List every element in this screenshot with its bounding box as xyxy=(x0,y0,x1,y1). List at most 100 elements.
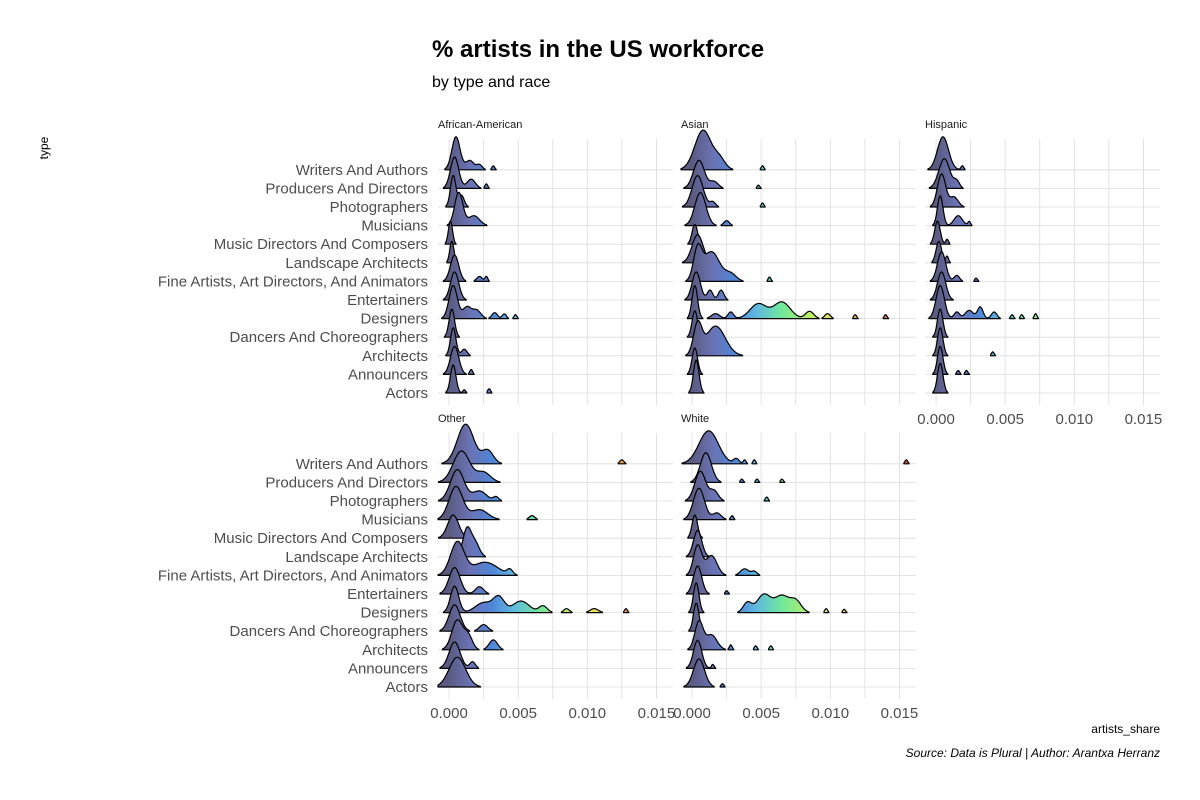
ridge-musicians xyxy=(683,487,736,521)
ridge-fine-artists-art-directors-and-animators xyxy=(437,540,518,576)
y-tick-label: Writers And Authors xyxy=(296,162,428,179)
x-tick-label: 0.015 xyxy=(1125,411,1163,428)
ridge-producers-and-directors xyxy=(683,159,762,189)
ridge-fine-artists-art-directors-and-animators xyxy=(685,544,761,576)
y-tick-label: Photographers xyxy=(330,493,428,510)
panel-asian: Asian xyxy=(680,119,916,405)
ridge-actors xyxy=(445,364,493,394)
y-tick-label: Landscape Architects xyxy=(285,549,428,566)
y-tick-label: Dancers And Choreographers xyxy=(230,623,428,640)
ridges xyxy=(927,136,1040,394)
panel-hispanic: Hispanic 0.000 0.005 0.010 0.015 xyxy=(917,119,1162,428)
ridge-actors xyxy=(437,656,482,688)
ridge-architects xyxy=(685,319,744,357)
facet-label: African-American xyxy=(438,119,522,131)
facet-panels: African-AmericanActorsAnnouncersArchitec… xyxy=(158,119,1162,722)
y-tick-label: Producers And Directors xyxy=(265,180,428,197)
y-tick-label: Architects xyxy=(362,642,428,659)
y-tick-label: Announcers xyxy=(348,366,428,383)
x-tick-label: 0.010 xyxy=(812,705,850,722)
ridge-architects xyxy=(687,619,775,651)
ridge-musicians xyxy=(437,485,538,521)
y-tick-label: Producers And Directors xyxy=(265,474,428,491)
ridge-musicians xyxy=(684,192,733,227)
ridge-writers-and-authors xyxy=(680,129,766,171)
x-axis-title: artists_share xyxy=(1091,722,1160,736)
ridge-designers xyxy=(688,582,848,614)
y-tick-label: Announcers xyxy=(348,660,428,677)
panel-african-american: African-American Actors AnnouncersArchitec… xyxy=(158,119,673,405)
y-tick-label: Actors xyxy=(385,679,428,696)
y-tick-label: Architects xyxy=(362,348,428,365)
ridges xyxy=(437,423,630,688)
ridge-photographers xyxy=(445,174,469,208)
ridge-landscape-architects xyxy=(685,529,710,558)
ridge-designers xyxy=(441,285,519,320)
ridge-photographers xyxy=(684,470,771,502)
x-tick-label: 0.005 xyxy=(499,705,537,722)
y-tick-label: Landscape Architects xyxy=(285,255,428,272)
ridge-entertainers xyxy=(439,567,490,595)
ridge-fine-artists-art-directors-and-animators xyxy=(685,243,774,282)
chart-subtitle: by type and race xyxy=(432,74,550,91)
chart-title: % artists in the US workforce xyxy=(432,36,764,63)
ridge-dancers-and-choreographers xyxy=(443,308,461,338)
ridges xyxy=(681,430,910,688)
y-tick-label: Designers xyxy=(360,311,428,328)
ridge-producers-and-directors xyxy=(928,158,964,189)
y-tick-label: Writers And Authors xyxy=(296,456,428,473)
ridge-architects xyxy=(445,327,471,357)
facet-label: Hispanic xyxy=(925,119,968,131)
ridge-announcers xyxy=(442,345,475,375)
ridge-dancers-and-choreographers xyxy=(439,604,494,632)
x-tick-label: 0.000 xyxy=(673,705,711,722)
ridge-musicians xyxy=(446,191,488,227)
x-tick-label: 0.000 xyxy=(917,411,955,428)
ridge-musicians xyxy=(932,195,973,227)
ridge-announcers xyxy=(685,639,717,669)
facet-label: White xyxy=(681,413,709,425)
gridlines xyxy=(925,139,1160,405)
ridge-entertainers xyxy=(929,271,954,301)
y-tick-label: Musicians xyxy=(361,218,428,235)
y-tick-label: Dancers And Choreographers xyxy=(230,329,428,346)
y-tick-label: Musicians xyxy=(361,512,428,529)
y-tick-label: Music Directors And Composers xyxy=(214,530,428,547)
x-tick-label: 0.015 xyxy=(881,705,919,722)
y-tick-label: Actors xyxy=(385,385,428,402)
ridges xyxy=(441,136,519,394)
ridge-writers-and-authors xyxy=(441,423,627,465)
ridge-actors xyxy=(932,362,949,394)
facet-label: Asian xyxy=(681,119,709,131)
ridge-entertainers xyxy=(442,271,467,301)
ridge-designers xyxy=(442,585,630,614)
ridge-music-directors-and-composers xyxy=(444,220,457,245)
x-tick-label: 0.000 xyxy=(430,705,468,722)
x-tick-label: 0.005 xyxy=(742,705,780,722)
ridge-music-directors-and-composers xyxy=(929,220,951,245)
y-tick-label: Music Directors And Composers xyxy=(214,236,428,253)
ridge-announcers xyxy=(439,641,480,669)
ridge-producers-and-directors xyxy=(690,452,786,483)
y-tick-label: Photographers xyxy=(330,199,428,216)
panel-white: White 0.000 0.005 0.010 0.015 xyxy=(673,413,918,722)
ridge-photographers xyxy=(681,175,766,208)
ridge-actors xyxy=(683,658,726,688)
chart-caption: Source: Data is Plural | Author: Arantxa… xyxy=(906,746,1160,760)
ridge-actors xyxy=(688,359,705,394)
facet-label: Other xyxy=(438,413,466,425)
gridlines xyxy=(438,139,673,405)
y-axis-title: type xyxy=(37,136,51,159)
ridge-designers xyxy=(686,285,890,320)
x-tick-label: 0.010 xyxy=(569,705,607,722)
y-tick-label: Entertainers xyxy=(347,586,428,603)
y-tick-label: Designers xyxy=(360,605,428,622)
y-tick-label: Fine Artists, Art Directors, And Animato… xyxy=(158,567,428,584)
ridge-writers-and-authors xyxy=(444,136,497,171)
y-tick-label: Entertainers xyxy=(347,292,428,309)
x-tick-label: 0.010 xyxy=(1056,411,1094,428)
ridges xyxy=(680,129,890,394)
ridge-dancers-and-choreographers xyxy=(932,308,949,338)
